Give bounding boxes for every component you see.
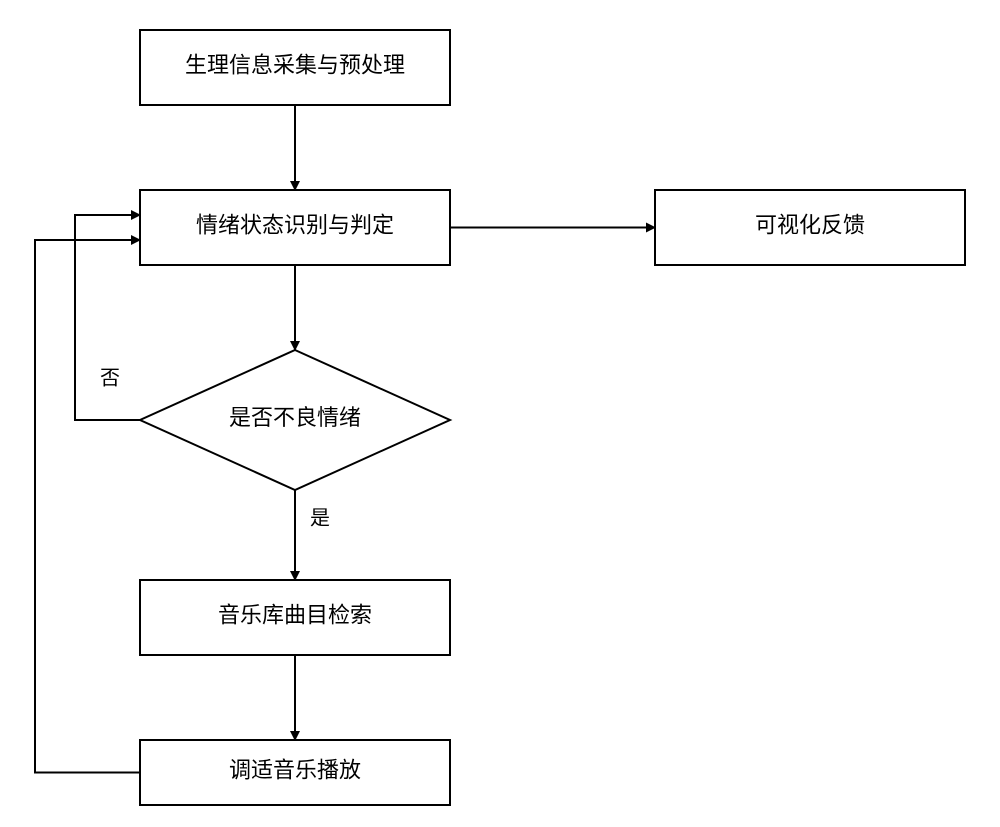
node-n5: 音乐库曲目检索 [140, 580, 450, 655]
edge-3: 是 [295, 490, 330, 580]
edge-label-3: 是 [310, 508, 330, 530]
edge-5: 否 [75, 215, 140, 420]
node-n3: 可视化反馈 [655, 190, 965, 265]
node-n2: 情绪状态识别与判定 [140, 190, 450, 265]
node-n6: 调适音乐播放 [140, 740, 450, 805]
node-label-n2: 情绪状态识别与判定 [196, 213, 394, 238]
edge-6 [35, 240, 140, 773]
flowchart-canvas: 生理信息采集与预处理情绪状态识别与判定 可视化反馈是否不良情绪音乐库曲目检索调适音… [0, 0, 1000, 827]
node-n1: 生理信息采集与预处理 [140, 30, 450, 105]
edge-label-5: 否 [100, 368, 120, 390]
node-label-n3: 可视化反馈 [755, 213, 865, 238]
node-label-n5: 音乐库曲目检索 [218, 603, 372, 628]
node-label-n6: 调适音乐播放 [229, 758, 361, 783]
node-n4: 是否不良情绪 [140, 350, 450, 490]
node-label-n1: 生理信息采集与预处理 [185, 53, 405, 78]
node-label-n4: 是否不良情绪 [229, 405, 361, 430]
